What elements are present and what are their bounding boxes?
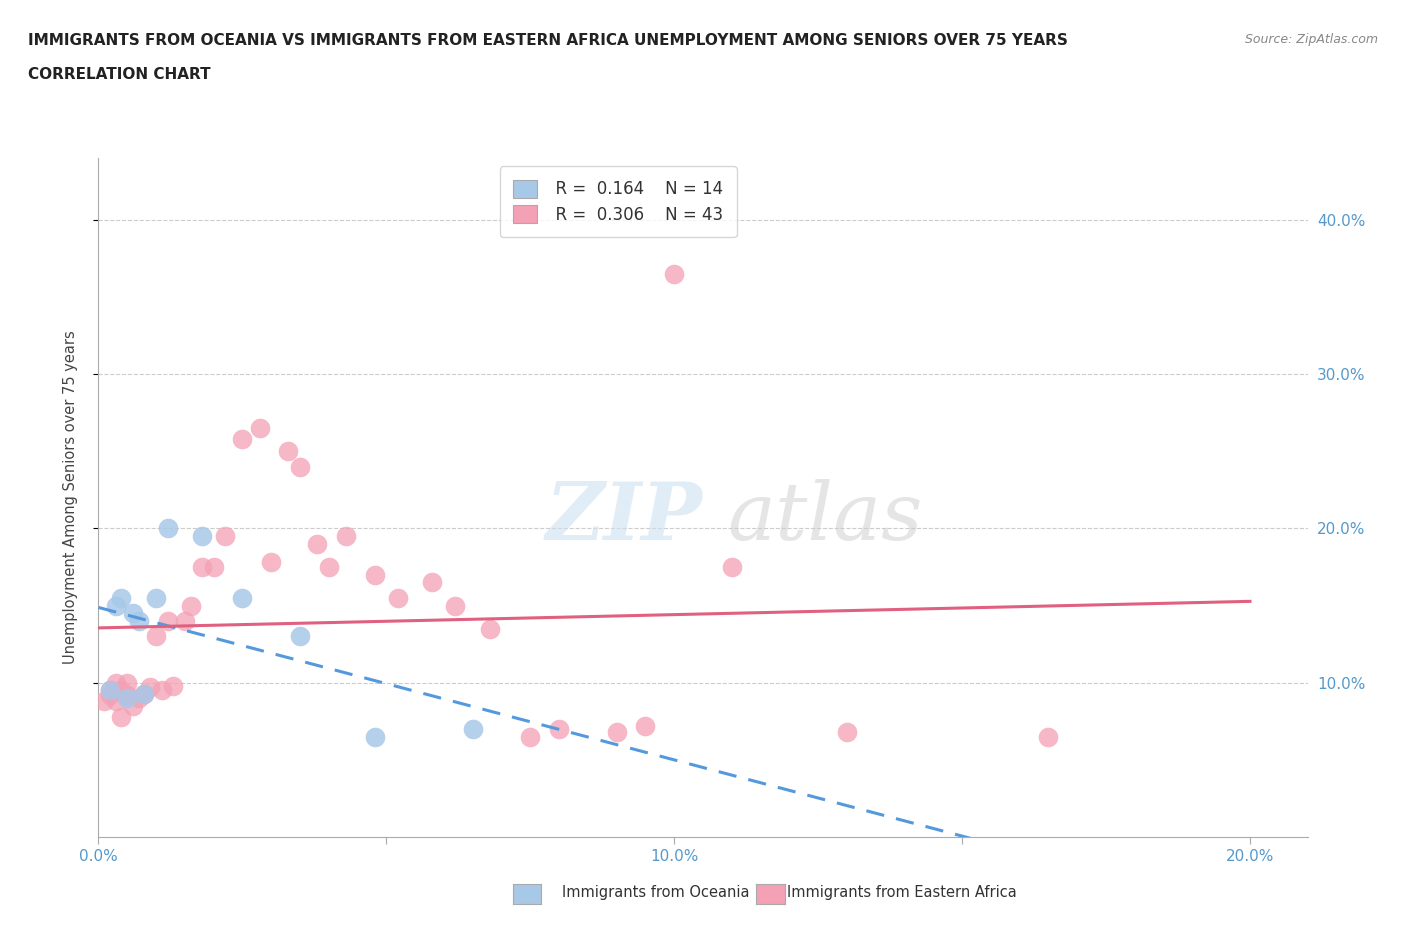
Point (1038, 729, 1060, 744)
Point (664, 266, 686, 281)
Point (122, 698, 145, 713)
Point (202, 560, 225, 575)
Point (318, 560, 340, 575)
Point (98, 687, 121, 702)
Text: Immigrants from Oceania: Immigrants from Oceania (562, 885, 749, 900)
Point (122, 605, 145, 620)
Point (98, 683, 121, 698)
Point (231, 591, 253, 605)
Point (387, 591, 409, 605)
Point (139, 680, 162, 695)
Y-axis label: Unemployment Among Seniors over 75 years: Unemployment Among Seniors over 75 years (63, 331, 77, 664)
Point (335, 528, 357, 543)
Point (104, 694, 127, 709)
Point (93, 694, 115, 709)
Point (110, 683, 132, 698)
Point (835, 724, 858, 739)
Point (191, 528, 214, 543)
Text: IMMIGRANTS FROM OCEANIA VS IMMIGRANTS FROM EASTERN AFRICA UNEMPLOYMENT AMONG SEN: IMMIGRANTS FROM OCEANIA VS IMMIGRANTS FR… (28, 33, 1069, 47)
Point (104, 598, 127, 613)
Point (162, 678, 184, 693)
Point (145, 629, 167, 644)
Point (98, 683, 121, 698)
Point (110, 591, 132, 605)
Point (156, 521, 179, 536)
Point (110, 710, 132, 724)
Point (364, 567, 387, 582)
Text: atlas: atlas (727, 479, 922, 557)
Point (128, 614, 150, 629)
Point (249, 420, 271, 435)
Point (444, 598, 467, 613)
Point (150, 683, 173, 698)
Point (156, 614, 179, 629)
Text: CORRELATION CHART: CORRELATION CHART (28, 67, 211, 82)
Point (288, 459, 311, 474)
Point (288, 629, 311, 644)
Point (606, 724, 628, 739)
Text: Source: ZipAtlas.com: Source: ZipAtlas.com (1244, 33, 1378, 46)
Legend:   R =  0.164    N = 14,   R =  0.306    N = 43: R = 0.164 N = 14, R = 0.306 N = 43 (501, 166, 737, 237)
Point (134, 686, 156, 701)
Point (214, 528, 236, 543)
Point (364, 729, 387, 744)
Point (634, 719, 657, 734)
Text: ZIP: ZIP (546, 479, 703, 557)
Point (104, 675, 127, 690)
Point (519, 729, 541, 744)
Point (173, 614, 195, 629)
Point (115, 687, 138, 702)
Point (307, 537, 329, 551)
Point (277, 444, 299, 458)
Point (548, 722, 571, 737)
Point (145, 591, 167, 605)
Point (260, 555, 283, 570)
Point (115, 691, 138, 706)
Point (128, 691, 150, 706)
Point (231, 432, 253, 446)
Point (115, 675, 138, 690)
Point (478, 621, 501, 636)
Point (461, 722, 484, 737)
Point (134, 686, 156, 701)
Point (180, 598, 202, 613)
Point (720, 560, 742, 575)
Point (191, 560, 214, 575)
Point (422, 575, 444, 590)
Text: Immigrants from Eastern Africa: Immigrants from Eastern Africa (787, 885, 1017, 900)
